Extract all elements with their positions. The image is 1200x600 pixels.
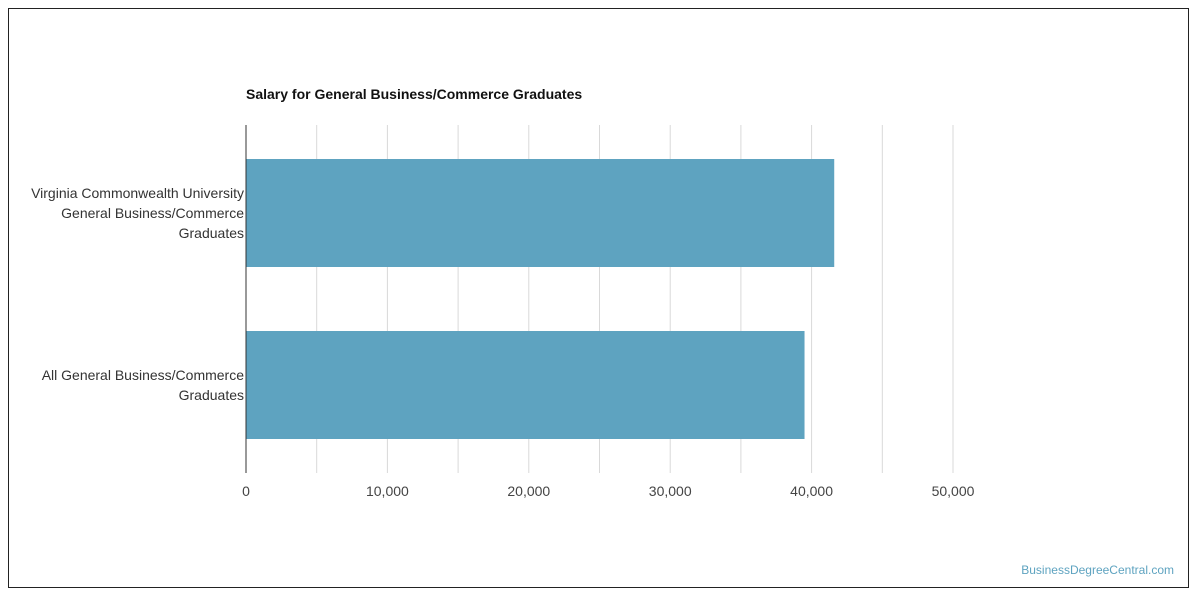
category-label-line: Graduates [179,225,244,241]
category-label-line: General Business/Commerce [61,205,244,221]
bar-chart: Salary for General Business/Commerce Gra… [31,86,975,499]
x-tick-labels: 0 10,000 20,000 30,000 40,000 50,000 [242,483,975,499]
bar [246,331,805,439]
x-tick-label: 30,000 [649,483,692,499]
x-tick-label: 0 [242,483,250,499]
watermark-link[interactable]: BusinessDegreeCentral.com [1021,563,1174,577]
category-label-line: All General Business/Commerce [42,367,245,383]
category-label-line: Graduates [179,387,244,403]
category-label: All General Business/Commerce Graduates [42,367,245,403]
chart-title: Salary for General Business/Commerce Gra… [246,86,582,102]
category-labels: Virginia Commonwealth University General … [31,185,244,403]
x-tick-label: 50,000 [932,483,975,499]
category-label-line: Virginia Commonwealth University [31,185,244,201]
category-label: Virginia Commonwealth University General … [31,185,244,241]
x-tick-label: 10,000 [366,483,409,499]
x-tick-label: 40,000 [790,483,833,499]
bar [246,159,835,267]
x-tick-label: 20,000 [507,483,550,499]
chart-frame: Salary for General Business/Commerce Gra… [8,8,1189,588]
bars [246,159,835,439]
